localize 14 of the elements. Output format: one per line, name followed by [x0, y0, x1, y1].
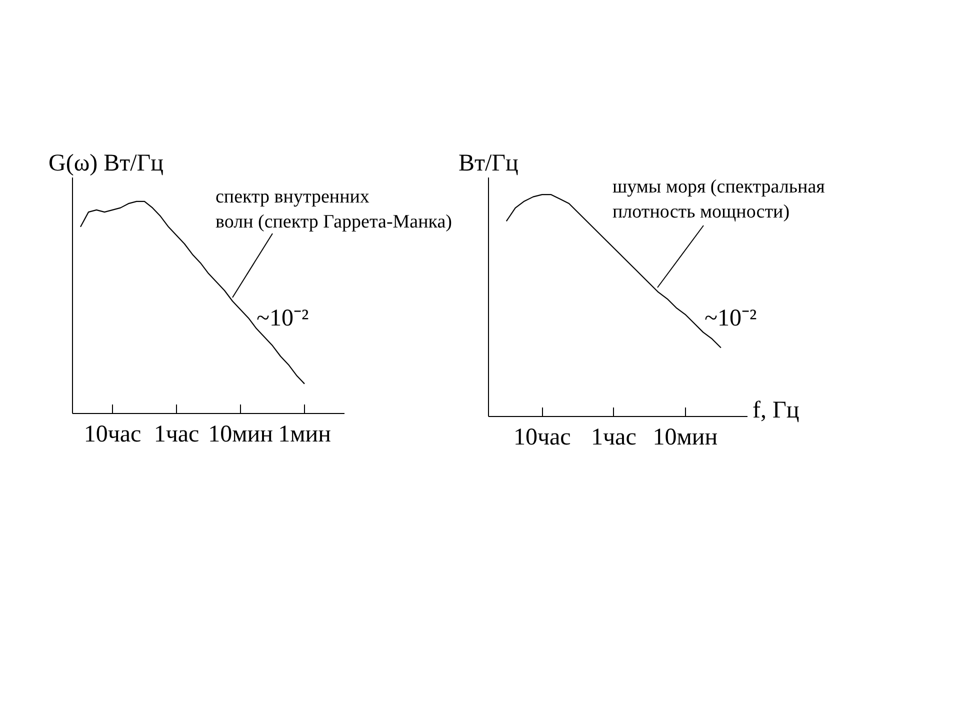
- x-axis-title: f, Гц: [752, 398, 800, 424]
- x-tick-label: 10мин: [652, 424, 718, 450]
- y-axis-title: Вт/Гц: [458, 150, 519, 176]
- x-tick-label: 1час: [590, 424, 636, 450]
- y-axis-title: G(ω) Вт/Гц: [48, 150, 164, 176]
- annotation: ~10⁻²: [256, 306, 309, 332]
- annotation: ~10⁻²: [704, 306, 757, 332]
- annotation: шумы моря (спектральная плотность мощности): [612, 176, 826, 223]
- x-tick-label: 1мин: [278, 422, 332, 448]
- x-tick-label: 1час: [154, 422, 200, 448]
- x-tick-label: 10час: [513, 424, 571, 450]
- x-tick-label: 10мин: [208, 422, 274, 448]
- x-tick-label: 10час: [84, 422, 142, 448]
- annotation: спектр внутренних волн (спектр Гаррета-Манка): [216, 186, 452, 233]
